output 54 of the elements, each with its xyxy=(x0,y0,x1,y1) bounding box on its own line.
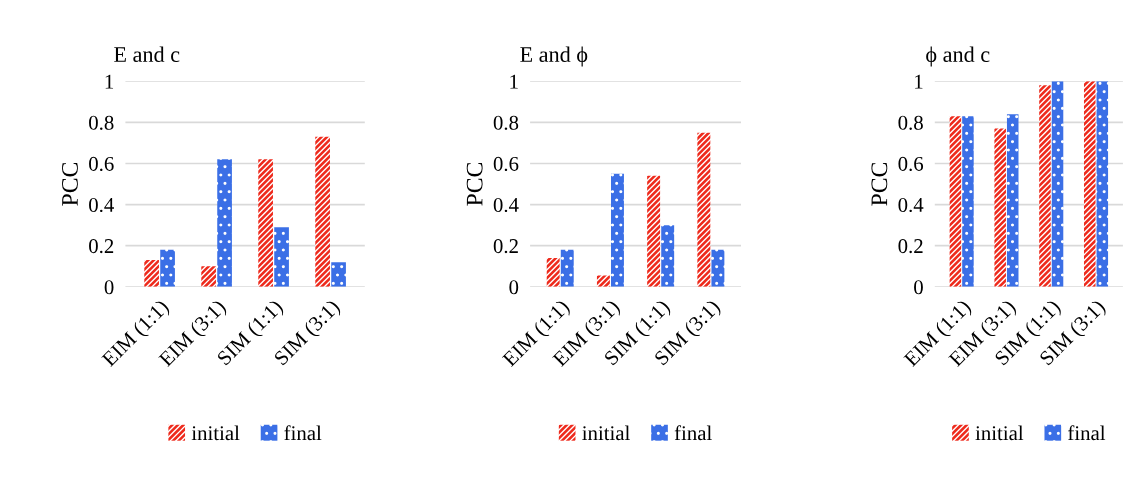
bar xyxy=(994,128,1006,287)
bar xyxy=(560,249,574,287)
bar xyxy=(1039,85,1051,287)
bar xyxy=(331,262,346,287)
y-tick-label: 0.4 xyxy=(89,197,114,213)
bar xyxy=(217,159,232,287)
bar xyxy=(611,173,624,287)
y-tick-label: 0.2 xyxy=(493,239,518,254)
bar xyxy=(274,227,289,287)
bar xyxy=(949,116,962,287)
y-tick-label: 0.4 xyxy=(493,197,519,213)
bar xyxy=(1051,81,1064,287)
y-tick-label: 0 xyxy=(914,280,923,295)
y-tick-label: 0.8 xyxy=(898,115,923,130)
y-tick-label: 0.6 xyxy=(898,156,924,171)
bar xyxy=(1096,81,1109,287)
y-tick-label: 1 xyxy=(105,74,114,89)
legend-label: final xyxy=(1068,425,1106,441)
y-tick-label: 1 xyxy=(510,74,518,89)
chart-title: E and c xyxy=(114,46,180,63)
y-axis-title: PCC xyxy=(466,163,483,206)
bar xyxy=(144,260,159,287)
y-tick-label: 0.6 xyxy=(493,156,519,171)
y-tick-label: 0 xyxy=(104,280,114,295)
bar xyxy=(1006,114,1019,287)
bar xyxy=(258,159,273,287)
bar xyxy=(596,275,610,287)
legend-label: initial xyxy=(582,425,630,441)
legend-label: initial xyxy=(975,425,1024,441)
y-tick-label: 0.2 xyxy=(898,239,923,254)
y-tick-label: 0.8 xyxy=(89,115,114,130)
legend-label: initial xyxy=(191,425,240,441)
bar xyxy=(647,175,661,287)
y-tick-label: 1 xyxy=(915,74,923,89)
y-tick-label: 0.4 xyxy=(898,197,924,213)
chart-title: E and ϕ xyxy=(520,46,588,67)
bar xyxy=(661,225,675,287)
legend-label: final xyxy=(674,425,712,441)
chart-title: ϕ and c xyxy=(926,46,990,67)
bar xyxy=(697,132,711,287)
bar xyxy=(315,136,330,287)
bar xyxy=(1083,81,1096,287)
y-tick-label: 0.8 xyxy=(493,115,519,130)
bar xyxy=(962,116,974,287)
y-tick-label: 0.6 xyxy=(89,156,114,171)
y-tick-label: 0.2 xyxy=(89,239,114,254)
bar xyxy=(546,258,560,287)
bar xyxy=(711,249,725,287)
y-tick-label: 0 xyxy=(509,280,519,295)
legend-label: final xyxy=(284,425,322,441)
bar xyxy=(201,266,216,287)
y-axis-title: PCC xyxy=(62,163,78,206)
bar xyxy=(160,249,175,287)
y-axis-title: PCC xyxy=(871,163,888,206)
